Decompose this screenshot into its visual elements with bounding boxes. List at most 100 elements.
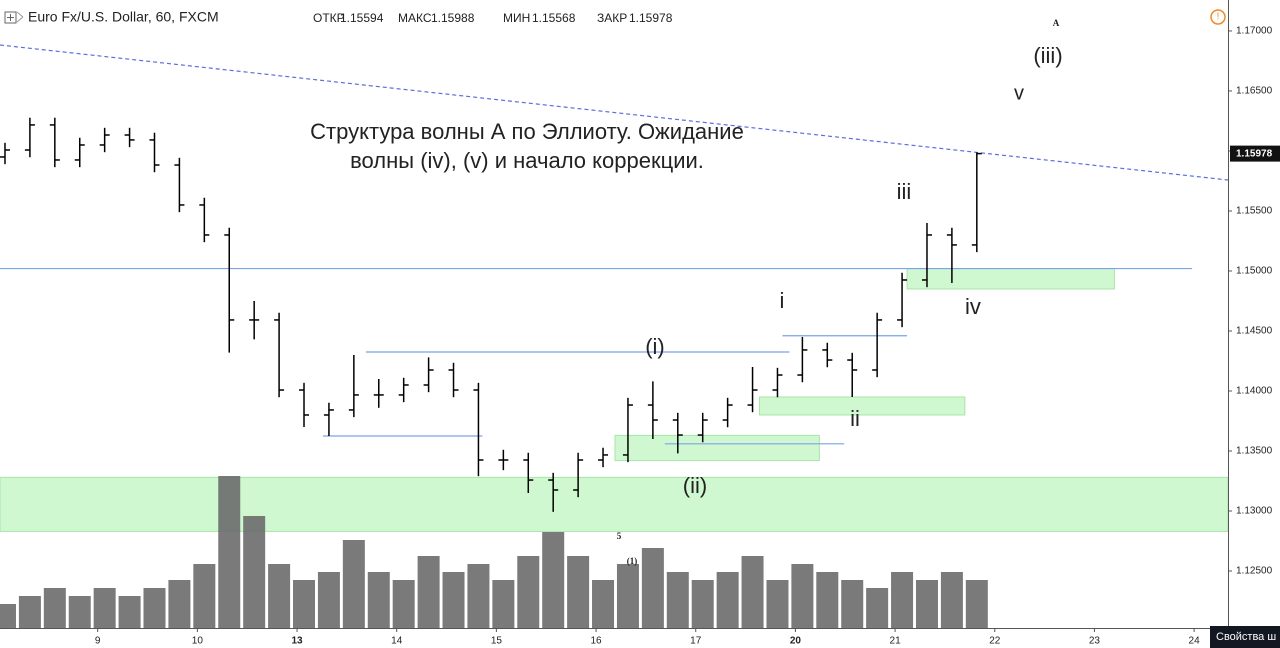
x-tick-label: 15 <box>491 636 503 647</box>
x-tick-label: 10 <box>192 636 204 647</box>
alert-icon[interactable] <box>1210 9 1226 25</box>
volume-bar <box>168 580 191 628</box>
volume-bar <box>965 580 988 628</box>
x-tick-label: 20 <box>790 636 802 647</box>
volume-bar <box>542 532 565 628</box>
volume-bar <box>666 572 689 628</box>
volume-bar <box>492 580 515 628</box>
ohlc-value: 1.15978 <box>629 11 673 25</box>
volume-bar <box>442 572 465 628</box>
y-tick-label: 1.15500 <box>1236 206 1273 217</box>
ohlc-value: 1.15568 <box>532 11 576 25</box>
volume-bar <box>915 580 938 628</box>
x-tick-label: 13 <box>291 636 303 647</box>
y-tick-label: 1.13000 <box>1236 506 1273 517</box>
volume-bar <box>243 516 266 628</box>
volume-bar <box>392 580 415 628</box>
symbol-title: Euro Fx/U.S. Dollar, 60, FXCM <box>28 9 219 25</box>
volume-bar <box>118 596 141 628</box>
ohlc-value: 1.15594 <box>340 11 384 25</box>
zone <box>759 396 966 416</box>
volume-bar <box>691 580 714 628</box>
volume-bar <box>567 556 590 628</box>
volume-bar <box>816 572 839 628</box>
volume-bar <box>342 540 365 628</box>
y-tick-label: 1.17000 <box>1236 26 1273 37</box>
annotation: (iii) <box>1033 43 1062 68</box>
volume-bar <box>68 596 91 628</box>
annotation: ii <box>850 406 860 431</box>
ohlc-label: ОТКР <box>313 11 345 25</box>
properties-button[interactable] <box>1210 626 1280 648</box>
annotation: A <box>1053 18 1060 28</box>
annotation: (i) <box>645 334 665 359</box>
volume-bar <box>268 564 291 628</box>
volume-bar <box>592 580 615 628</box>
volume-bar <box>367 572 390 628</box>
ohlc-label: ЗАКР <box>597 11 627 25</box>
ohlc-label: МИН <box>503 11 530 25</box>
annotation: волны (iv), (v) и начало коррекции. <box>350 148 704 173</box>
zone <box>0 476 1229 532</box>
volume-bar <box>93 588 116 628</box>
x-tick-label: 9 <box>95 636 101 647</box>
zone <box>614 434 820 462</box>
volume-bar <box>791 564 814 628</box>
y-tick-label: 1.15000 <box>1236 266 1273 277</box>
volume-bar <box>143 588 166 628</box>
volume-bar <box>940 572 963 628</box>
volume-bar <box>43 588 66 628</box>
x-tick-label: 21 <box>890 636 902 647</box>
annotation: (1) <box>627 556 638 566</box>
header-icons: ! <box>4 9 1226 25</box>
last-price-label: 1.15978 <box>1236 148 1273 159</box>
volume-bar <box>517 556 540 628</box>
x-tick-label: 22 <box>989 636 1001 647</box>
volume-bar <box>293 580 316 628</box>
annotation: iv <box>965 294 981 319</box>
volume-bar <box>218 476 241 628</box>
annotation: i <box>780 288 785 313</box>
volume-bar <box>18 596 41 628</box>
y-tick-label: 1.14000 <box>1236 386 1273 397</box>
time-axis <box>0 628 1228 648</box>
volume-bar <box>891 572 914 628</box>
x-tick-label: 24 <box>1189 636 1201 647</box>
ohlc-label: МАКС <box>398 11 432 25</box>
annotation: 5 <box>617 531 622 541</box>
last-price-box <box>1230 145 1280 162</box>
y-tick-label: 1.16500 <box>1236 86 1273 97</box>
annotation: iii <box>897 179 912 204</box>
volume-bar <box>841 580 864 628</box>
y-tick-label: 1.12500 <box>1236 566 1273 577</box>
volume-bar <box>467 564 490 628</box>
annotation: Структура волны А по Эллиоту. Ожидание <box>310 119 744 144</box>
ohlc-value: 1.15988 <box>431 11 475 25</box>
y-tick-label: 1.14500 <box>1236 326 1273 337</box>
volume-bar <box>417 556 440 628</box>
volume-bar <box>741 556 764 628</box>
volume-bar <box>641 548 664 628</box>
annotation: (ii) <box>683 473 707 498</box>
price-axis <box>1228 0 1280 648</box>
volume-bar <box>193 564 216 628</box>
alert-icon: ! <box>1217 12 1220 23</box>
properties-button-label: Свойства ш <box>1216 631 1276 643</box>
volume-bar <box>317 572 340 628</box>
volume-bar <box>616 564 639 628</box>
x-tick-label: 16 <box>590 636 602 647</box>
trendline <box>0 44 1229 181</box>
zone <box>906 268 1115 290</box>
icon[interactable] <box>4 11 17 24</box>
x-tick-label: 14 <box>391 636 403 647</box>
y-tick-label: 1.13500 <box>1236 446 1273 457</box>
volume-bar <box>866 588 889 628</box>
icon[interactable] <box>16 11 24 23</box>
volume-bar <box>766 580 789 628</box>
x-tick-label: 17 <box>690 636 702 647</box>
volume-bar <box>0 604 16 628</box>
x-tick-label: 23 <box>1089 636 1101 647</box>
annotation: v <box>1014 82 1024 104</box>
